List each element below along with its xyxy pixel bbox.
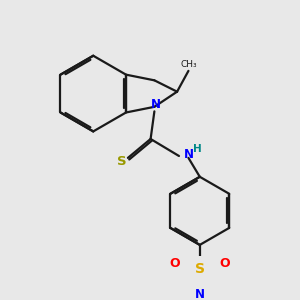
Text: O: O <box>220 257 230 270</box>
Text: CH₃: CH₃ <box>180 60 197 69</box>
Text: N: N <box>184 148 194 160</box>
Text: N: N <box>151 98 161 111</box>
Text: N: N <box>195 288 205 300</box>
Text: S: S <box>195 262 205 277</box>
Text: H: H <box>194 144 202 154</box>
Text: O: O <box>169 257 180 270</box>
Text: S: S <box>117 155 127 168</box>
